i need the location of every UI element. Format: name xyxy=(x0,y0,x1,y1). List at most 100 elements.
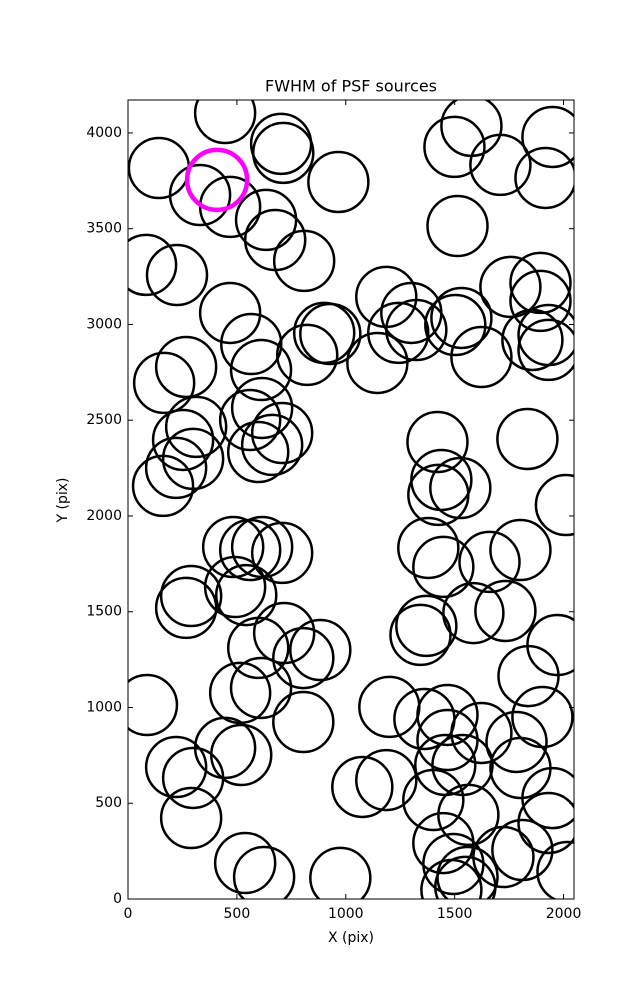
source xyxy=(496,407,559,471)
source xyxy=(458,530,521,594)
source xyxy=(275,323,339,387)
highlighted-source xyxy=(184,147,250,213)
y-tick-label: 1500 xyxy=(86,604,122,620)
source xyxy=(272,626,335,690)
chart-title: FWHM of PSF sources xyxy=(265,77,437,96)
source xyxy=(215,563,278,627)
source xyxy=(534,473,574,537)
source xyxy=(424,293,487,357)
source xyxy=(536,840,574,899)
source xyxy=(240,413,304,477)
source xyxy=(385,298,448,362)
source xyxy=(299,302,362,366)
source xyxy=(193,100,257,145)
source xyxy=(402,768,465,832)
source xyxy=(307,150,370,214)
source xyxy=(229,656,293,720)
source xyxy=(168,163,232,227)
source xyxy=(151,408,215,472)
source xyxy=(309,846,372,899)
x-axis-label: X (pix) xyxy=(328,930,374,946)
source xyxy=(161,746,225,810)
source xyxy=(450,325,513,389)
y-tick-label: 4000 xyxy=(86,125,122,141)
source xyxy=(220,312,283,376)
source xyxy=(218,388,282,452)
source xyxy=(434,855,497,899)
source xyxy=(250,521,314,585)
y-tick-label: 500 xyxy=(95,795,122,811)
source xyxy=(509,269,572,333)
source xyxy=(128,233,178,297)
source xyxy=(232,845,296,899)
source xyxy=(406,410,469,474)
source xyxy=(132,351,196,415)
y-axis-label: Y (pix) xyxy=(55,478,71,524)
source xyxy=(450,701,513,765)
source xyxy=(514,146,574,210)
source xyxy=(509,251,572,315)
source xyxy=(397,516,460,580)
source xyxy=(229,338,293,402)
source xyxy=(521,766,574,830)
source xyxy=(517,791,574,855)
source xyxy=(145,243,209,307)
source xyxy=(289,618,352,682)
source xyxy=(272,229,336,293)
source xyxy=(250,401,314,465)
source xyxy=(198,281,262,345)
source xyxy=(218,518,282,582)
y-tick-label: 2500 xyxy=(86,412,122,428)
x-tick-label: 1000 xyxy=(328,906,364,922)
source xyxy=(159,786,223,850)
plot-area xyxy=(128,100,574,899)
source xyxy=(426,194,489,258)
y-tick-label: 3000 xyxy=(86,316,122,332)
source xyxy=(517,303,574,367)
source xyxy=(154,335,218,399)
source xyxy=(128,673,179,737)
source xyxy=(389,603,452,667)
source xyxy=(412,535,475,599)
source xyxy=(491,818,554,882)
source xyxy=(469,133,532,197)
source xyxy=(367,301,430,365)
source xyxy=(429,456,492,520)
source xyxy=(479,255,542,319)
source xyxy=(489,518,552,582)
source xyxy=(203,555,267,619)
source xyxy=(416,683,479,747)
source xyxy=(331,755,394,819)
x-tick-label: 2000 xyxy=(546,906,582,922)
source xyxy=(131,454,195,518)
y-tick-label: 2000 xyxy=(86,508,122,524)
y-tick-label: 0 xyxy=(113,891,122,907)
source xyxy=(517,318,574,382)
source xyxy=(423,115,486,179)
source xyxy=(346,331,409,395)
source xyxy=(226,420,290,484)
source xyxy=(272,690,335,754)
source xyxy=(164,395,228,459)
source xyxy=(485,710,548,774)
source xyxy=(526,613,574,677)
source xyxy=(154,576,218,640)
x-tick-label: 0 xyxy=(124,906,133,922)
source xyxy=(230,376,294,440)
source xyxy=(201,515,265,579)
axes-frame xyxy=(127,99,575,900)
source xyxy=(395,594,458,658)
x-tick-label: 1500 xyxy=(437,906,473,922)
source xyxy=(213,831,277,895)
source xyxy=(159,564,223,628)
source xyxy=(442,581,505,645)
source xyxy=(252,601,316,665)
source xyxy=(521,105,574,169)
y-tick-label: 3500 xyxy=(86,221,122,237)
source xyxy=(437,783,500,847)
source xyxy=(144,735,208,799)
source xyxy=(355,748,418,812)
source xyxy=(144,436,208,500)
x-tick-label: 500 xyxy=(224,906,251,922)
